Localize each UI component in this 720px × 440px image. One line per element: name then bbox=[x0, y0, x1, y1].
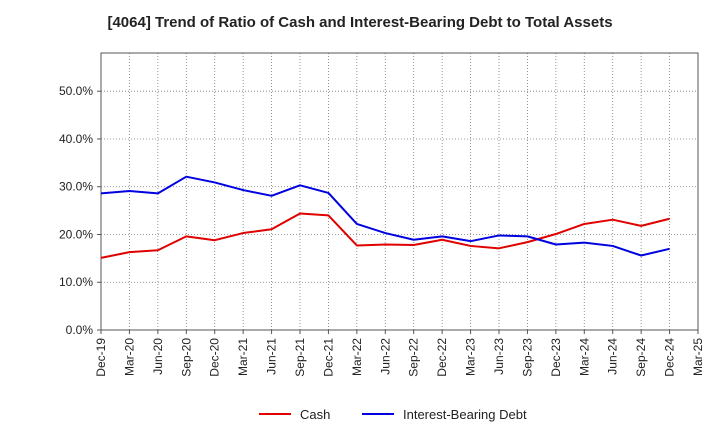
x-tick-label: Dec-24 bbox=[663, 338, 677, 377]
x-tick-label: Mar-20 bbox=[122, 338, 136, 376]
x-tick-label: Mar-25 bbox=[691, 338, 705, 376]
legend: Cash Interest-Bearing Debt bbox=[259, 407, 527, 422]
grid-lines bbox=[100, 53, 699, 330]
x-tick-label: Sep-23 bbox=[520, 338, 534, 377]
x-tick-label: Sep-24 bbox=[634, 338, 648, 377]
x-tick-label: Dec-22 bbox=[435, 338, 449, 377]
x-tick-label: Jun-23 bbox=[492, 338, 506, 375]
y-tick-label: 50.0% bbox=[59, 84, 93, 98]
legend-label-cash: Cash bbox=[300, 407, 330, 422]
x-tick-label: Dec-21 bbox=[321, 338, 335, 377]
x-tick-label: Sep-21 bbox=[293, 338, 307, 377]
x-tick-label: Dec-20 bbox=[208, 338, 222, 377]
series-line-cash bbox=[100, 212, 670, 259]
legend-label-interest-bearing-debt: Interest-Bearing Debt bbox=[403, 407, 527, 422]
series-lines bbox=[100, 175, 670, 259]
x-tick-label: Jun-20 bbox=[151, 338, 165, 375]
x-tick-label: Mar-21 bbox=[236, 338, 250, 376]
y-tick-label: 10.0% bbox=[59, 275, 93, 289]
x-tick-label: Mar-24 bbox=[577, 338, 591, 376]
x-tick-label: Dec-23 bbox=[549, 338, 563, 377]
x-tick-label: Sep-22 bbox=[407, 338, 421, 377]
y-tick-label: 0.0% bbox=[66, 323, 94, 337]
series-line-interest-bearing-debt bbox=[100, 175, 670, 257]
x-tick-label: Mar-22 bbox=[350, 338, 364, 376]
x-tick-label: Jun-24 bbox=[606, 338, 620, 375]
axes: 0.0% 10.0% 20.0% 30.0% 40.0% 50.0% Dec-19 Mar-2… bbox=[59, 52, 705, 377]
x-tick-label: Sep-20 bbox=[179, 338, 193, 377]
chart-title: [4064] Trend of Ratio of Cash and Intere… bbox=[107, 14, 613, 31]
y-tick-label: 30.0% bbox=[59, 180, 93, 194]
y-tick-label: 40.0% bbox=[59, 132, 93, 146]
x-tick-label: Jun-22 bbox=[378, 338, 392, 375]
x-tick-label: Dec-19 bbox=[94, 338, 108, 377]
x-tick-label: Mar-23 bbox=[464, 338, 478, 376]
y-tick-label: 20.0% bbox=[59, 227, 93, 241]
plot-frame bbox=[100, 52, 699, 331]
x-tick-label: Jun-21 bbox=[265, 338, 279, 375]
